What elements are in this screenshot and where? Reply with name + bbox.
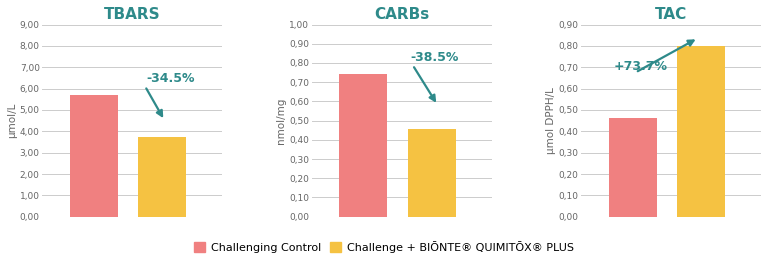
Bar: [609, 118, 657, 217]
Title: CARBs: CARBs: [374, 7, 429, 22]
Bar: [70, 95, 118, 217]
Bar: [138, 137, 186, 217]
Text: +73.7%: +73.7%: [614, 60, 667, 73]
Y-axis label: µmol DPPH/L: µmol DPPH/L: [546, 87, 556, 154]
Y-axis label: nmol/mg: nmol/mg: [276, 98, 286, 144]
Bar: [408, 129, 455, 217]
Y-axis label: µmol/L: µmol/L: [7, 103, 17, 138]
Title: TAC: TAC: [655, 7, 687, 22]
Legend: Challenging Control, Challenge + BIŌNTE® QUIMITŌX® PLUS: Challenging Control, Challenge + BIŌNTE®…: [192, 239, 576, 255]
Title: TBARS: TBARS: [104, 7, 161, 22]
Bar: [339, 74, 387, 217]
Bar: [677, 46, 725, 217]
Text: -38.5%: -38.5%: [411, 51, 459, 64]
Text: -34.5%: -34.5%: [147, 72, 195, 85]
